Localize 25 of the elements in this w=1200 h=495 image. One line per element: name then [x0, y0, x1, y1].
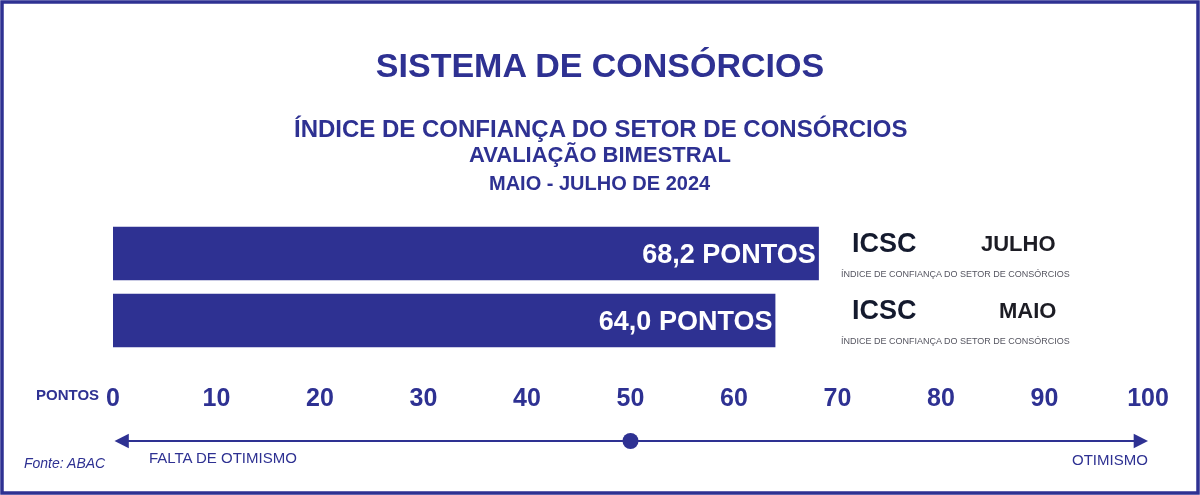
x-tick-label: 50 — [616, 383, 645, 411]
y-tick-label: MAIO — [999, 298, 1057, 323]
x-tick-label: 70 — [823, 383, 852, 411]
chart-title: SISTEMA DE CONSÓRCIOS — [375, 45, 825, 84]
annotation: ÍNDICE DE CONFIANÇA DO SETOR DE CONSÓRCIOS — [841, 336, 1070, 346]
x-tick-label: 0 — [106, 383, 120, 411]
annotation: ICSC — [852, 295, 917, 325]
data-label: 64,0 PONTOS — [598, 305, 773, 336]
x-tick-label: 30 — [409, 383, 438, 411]
x-tick-label: 90 — [1030, 383, 1059, 411]
chart-subtitle: ÍNDICE DE CONFIANÇA DO SETOR DE CONSÓRCIOS AVALIAÇÃO BIMESTRAL MAIO - JULHO DE 2024 — [294, 115, 908, 194]
x-tick-label: 80 — [927, 383, 955, 411]
text: OTIMISMO — [1072, 451, 1148, 468]
text: FALTA DE OTIMISMO — [149, 449, 297, 466]
x-tick-label: 100 — [1127, 383, 1169, 411]
annotation: ÍNDICE DE CONFIANÇA DO SETOR DE CONSÓRCIOS — [841, 269, 1070, 279]
source-note: Fonte: ABAC — [24, 455, 107, 471]
x-tick-label: 40 — [513, 383, 541, 411]
annotation: ICSC — [852, 228, 917, 258]
x-tick-label: 10 — [202, 383, 231, 411]
x-tick-label: 20 — [306, 383, 334, 411]
x-axis-title: PONTOS — [36, 386, 100, 403]
data-label: 68,2 PONTOS — [642, 238, 816, 269]
x-tick-label: 60 — [720, 383, 748, 411]
y-tick-label: JULHO — [981, 231, 1056, 256]
